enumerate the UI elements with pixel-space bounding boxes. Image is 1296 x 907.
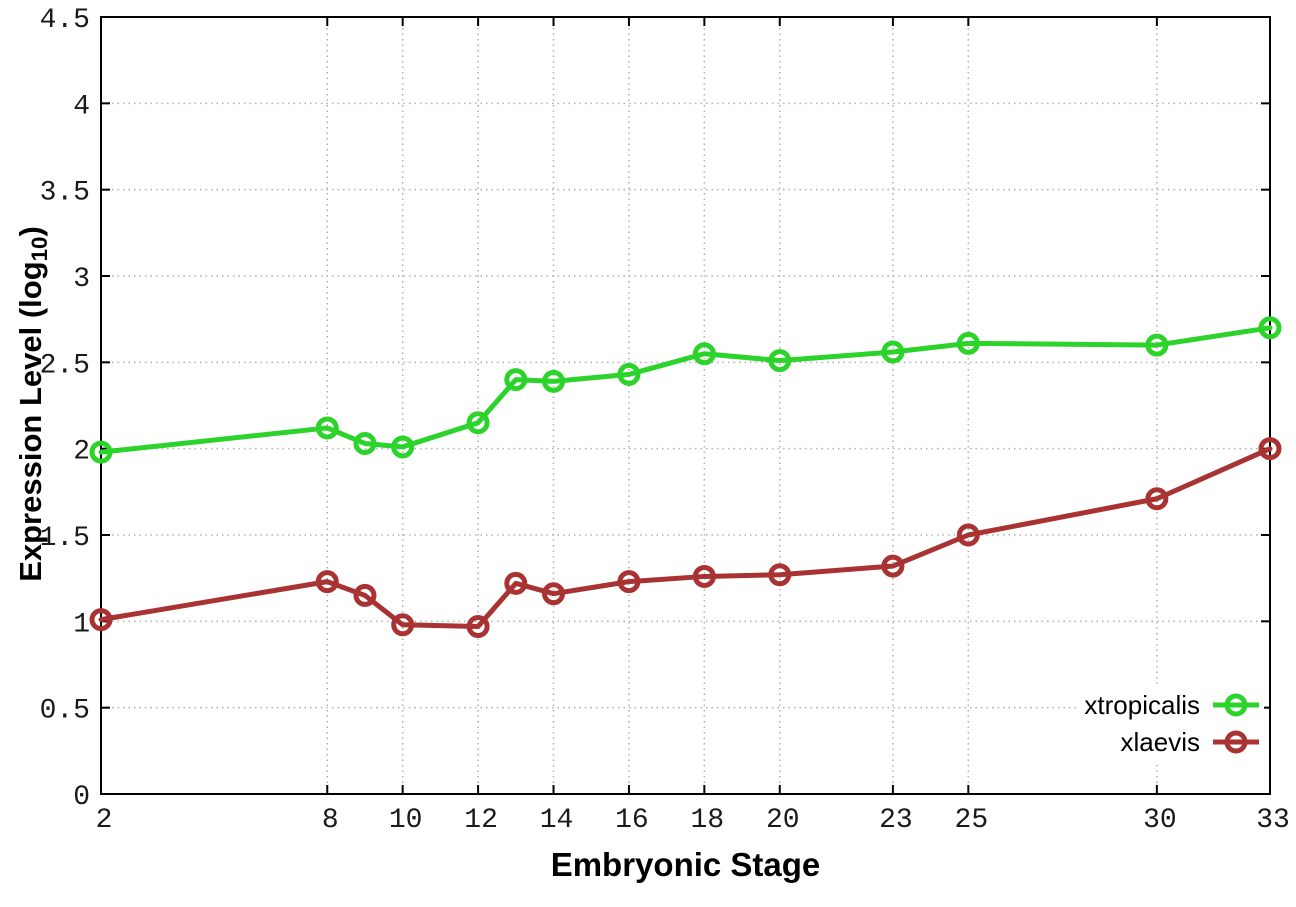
x-tick-label: 2 <box>96 805 113 836</box>
data-point-xtropicalis <box>768 349 792 373</box>
x-tick-label: 33 <box>1256 805 1290 836</box>
data-point-xlaevis <box>353 583 377 607</box>
x-tick-label: 10 <box>389 805 423 836</box>
data-point-xtropicalis <box>391 435 415 459</box>
legend: xtropicalis xlaevis <box>1080 684 1264 762</box>
legend-label-xtropicalis: xtropicalis <box>1084 689 1200 720</box>
x-tick-label: 8 <box>322 805 339 836</box>
y-tick-label: 2 <box>73 437 90 468</box>
legend-marker-xtropicalis <box>1213 693 1259 716</box>
data-point-xlaevis <box>617 570 641 594</box>
data-point-xlaevis <box>466 615 490 639</box>
data-point-xtropicalis <box>353 431 377 455</box>
legend-item-xtropicalis: xtropicalis <box>1084 686 1260 723</box>
y-axis-title-suffix: ) <box>13 226 48 237</box>
y-axis-title-subscript: 10 <box>27 236 53 262</box>
data-point-xtropicalis <box>1258 316 1282 340</box>
legend-item-xlaevis: xlaevis <box>1084 723 1260 760</box>
data-point-xlaevis <box>1258 437 1282 461</box>
y-tick-label: 0.5 <box>40 696 90 727</box>
data-point-xlaevis <box>542 582 566 606</box>
x-tick-label: 23 <box>879 805 913 836</box>
series-line-xtropicalis <box>98 325 1273 455</box>
series-line-xlaevis <box>98 446 1273 630</box>
data-point-xtropicalis <box>542 369 566 393</box>
data-point-xtropicalis <box>315 416 339 440</box>
y-tick-label: 0 <box>73 782 90 813</box>
y-tick-label: 4.5 <box>40 5 90 36</box>
y-tick-label: 1 <box>73 609 90 640</box>
data-point-xlaevis <box>692 564 716 588</box>
data-point-xlaevis <box>881 554 905 578</box>
data-point-xtropicalis <box>504 368 528 392</box>
data-point-xlaevis <box>1145 487 1169 511</box>
data-point-xlaevis <box>768 563 792 587</box>
data-point-xtropicalis <box>692 342 716 366</box>
y-tick-label: 4 <box>73 91 90 122</box>
data-point-xlaevis <box>391 613 415 637</box>
data-point-xlaevis <box>315 570 339 594</box>
y-axis-title: Expression Level (log10) <box>13 226 53 582</box>
x-tick-label: 30 <box>1143 805 1177 836</box>
y-tick-label: 3.5 <box>40 178 90 209</box>
data-point-xlaevis <box>504 571 528 595</box>
x-tick-label: 14 <box>540 805 574 836</box>
legend-label-xlaevis: xlaevis <box>1120 726 1200 757</box>
data-point-xtropicalis <box>1145 333 1169 357</box>
y-tick-label: 2.5 <box>40 350 90 381</box>
x-tick-label: 20 <box>766 805 800 836</box>
data-point-xtropicalis <box>466 411 490 435</box>
data-point-xtropicalis <box>89 440 113 464</box>
data-point-xlaevis <box>956 523 980 547</box>
data-point-xlaevis <box>89 608 113 632</box>
x-tick-label: 12 <box>464 805 498 836</box>
legend-marker-xlaevis <box>1213 730 1259 753</box>
data-point-xtropicalis <box>617 362 641 386</box>
data-point-xtropicalis <box>956 331 980 355</box>
y-tick-label: 1.5 <box>40 523 90 554</box>
y-tick-label: 3 <box>73 264 90 295</box>
data-point-xtropicalis <box>881 340 905 364</box>
x-tick-label: 25 <box>955 805 989 836</box>
plot-border <box>100 16 1271 795</box>
x-tick-label: 18 <box>691 805 725 836</box>
x-tick-label: 16 <box>615 805 649 836</box>
y-axis-title-text: Expression Level (log <box>13 261 48 582</box>
x-axis-title: Embryonic Stage <box>550 846 821 883</box>
